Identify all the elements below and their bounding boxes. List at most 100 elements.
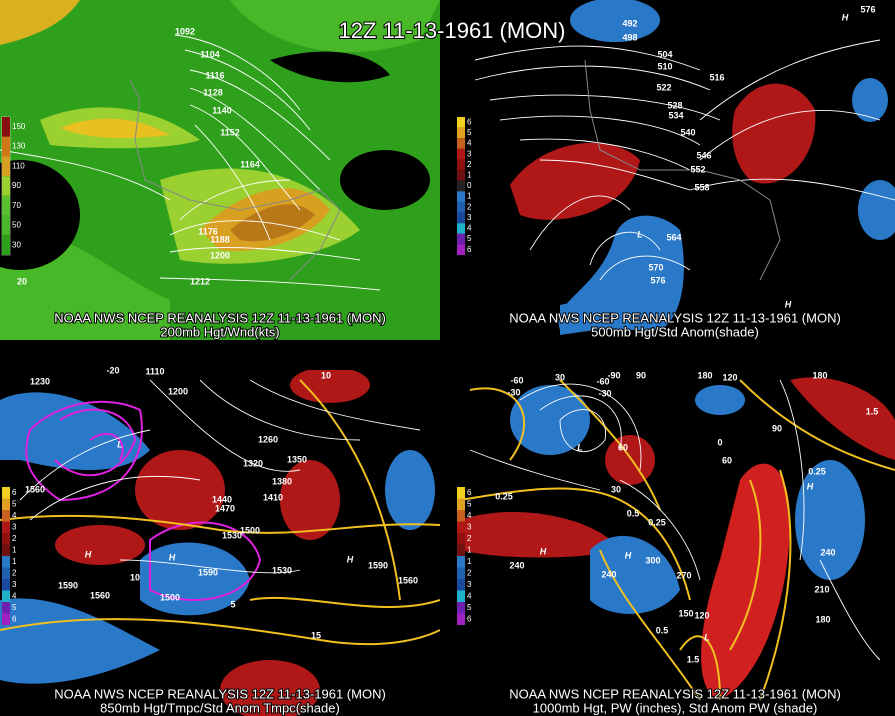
legend-swatch <box>457 180 465 192</box>
legend-label: 4 <box>467 224 472 233</box>
legend-swatch <box>457 579 465 591</box>
legend-label: 6 <box>12 488 17 497</box>
legend-label: 2 <box>467 160 472 169</box>
legend-swatch <box>2 235 10 255</box>
legend-swatch <box>2 590 10 602</box>
legend-label: 50 <box>12 221 21 230</box>
caption-line: 200mb Hgt/Wnd(kts) <box>160 324 279 339</box>
legend-label: 70 <box>12 201 21 210</box>
caption-line: NOAA NWS NCEP REANALYSIS 12Z 11-13-1961 … <box>54 310 386 325</box>
contour-label: 0.25 <box>808 466 826 476</box>
legend-label: 6 <box>467 614 472 623</box>
contour-label: 1560 <box>90 590 110 600</box>
contour-label: 60 <box>618 442 628 452</box>
legend-swatch <box>457 233 465 245</box>
contour-label: 1470 <box>215 503 235 513</box>
legend-swatch <box>457 191 465 202</box>
legend-swatch <box>2 556 10 568</box>
legend-label: 6 <box>467 488 472 497</box>
legend-swatch <box>2 613 10 625</box>
legend-label: 0 <box>467 181 472 190</box>
contour-label: 60 <box>722 455 732 465</box>
panel-500mb <box>455 0 895 340</box>
legend-swatch <box>457 212 465 224</box>
contour-label: 540 <box>680 127 695 137</box>
contour-label: 576 <box>860 4 875 14</box>
legend-label: 3 <box>12 580 17 589</box>
contour-label: 1500 <box>240 525 260 535</box>
legend-label: 1 <box>12 545 17 554</box>
legend-swatch <box>457 159 465 171</box>
legend-label: 90 <box>12 181 21 190</box>
legend-swatch <box>457 127 465 139</box>
caption-line: NOAA NWS NCEP REANALYSIS 12Z 11-13-1961 … <box>54 686 386 701</box>
contour-label: 492 <box>622 18 637 28</box>
legend-swatch <box>457 613 465 625</box>
panel-200mb <box>0 0 440 340</box>
contour-label: 270 <box>676 570 691 580</box>
contour-label: 10 <box>321 370 331 380</box>
caption-line: 500mb Hgt/Std Anom(shade) <box>591 324 759 339</box>
contour-label: 1260 <box>258 434 278 444</box>
legend-swatch <box>2 498 10 510</box>
pressure-center: H <box>169 552 176 562</box>
contour-label: 1350 <box>287 454 307 464</box>
contour-label: 558 <box>694 182 709 192</box>
contour-label: 30 <box>611 484 621 494</box>
contour-label: 1380 <box>272 476 292 486</box>
legend-swatch <box>457 510 465 522</box>
legend-swatch <box>457 533 465 545</box>
contour-label: -30 <box>507 387 520 397</box>
legend-label: 5 <box>12 499 17 508</box>
legend-swatch <box>2 602 10 614</box>
legend-label: 3 <box>467 580 472 589</box>
legend-swatch <box>2 579 10 591</box>
contour-label: 1110 <box>145 366 164 376</box>
pressure-center: L <box>637 229 643 239</box>
contour-label: 10 <box>130 572 140 582</box>
contour-label: 5 <box>230 599 235 609</box>
legend-label: 6 <box>467 117 472 126</box>
legend-label: 2 <box>12 534 17 543</box>
legend-label: 4 <box>467 139 472 148</box>
contour-label: 1140 <box>212 105 232 115</box>
legend-swatch <box>2 533 10 545</box>
contour-label: 1164 <box>240 159 260 169</box>
legend-swatch <box>2 567 10 579</box>
contour-label: 15 <box>311 630 321 640</box>
contour-label: 120 <box>722 372 737 382</box>
legend-label: 4 <box>12 511 17 520</box>
legend-label: 6 <box>467 245 472 254</box>
contour-label: 498 <box>622 32 637 42</box>
legend-label: 2 <box>12 568 17 577</box>
contour-label: 90 <box>636 370 646 380</box>
contour-label: -30 <box>598 388 611 398</box>
contour-label: 240 <box>820 547 835 557</box>
contour-label: -90 <box>607 370 620 380</box>
pressure-center: H <box>785 299 792 309</box>
pressure-center: H <box>842 12 849 22</box>
contour-label: 1530 <box>272 565 292 575</box>
legend-label: 2 <box>467 534 472 543</box>
legend-swatch <box>2 156 10 177</box>
contour-label: 1188 <box>210 234 230 244</box>
legend-swatch <box>457 602 465 614</box>
legend-swatch <box>2 117 10 137</box>
legend-swatch <box>2 521 10 533</box>
legend-label: 3 <box>467 149 472 158</box>
contour-label: 0.5 <box>627 508 640 518</box>
contour-label: 180 <box>812 370 827 380</box>
contour-label: 1200 <box>210 250 230 260</box>
legend-swatch <box>457 170 465 181</box>
legend-swatch <box>457 117 465 128</box>
contour-label: 240 <box>601 569 616 579</box>
legend-label: 1 <box>467 192 472 201</box>
legend-swatch <box>2 215 10 236</box>
contour-label: -60 <box>510 375 523 385</box>
contour-label: 1152 <box>220 127 240 137</box>
legend-label: 30 <box>12 240 21 249</box>
contour-label: 1104 <box>200 49 220 59</box>
contour-label: 0.25 <box>495 491 513 501</box>
